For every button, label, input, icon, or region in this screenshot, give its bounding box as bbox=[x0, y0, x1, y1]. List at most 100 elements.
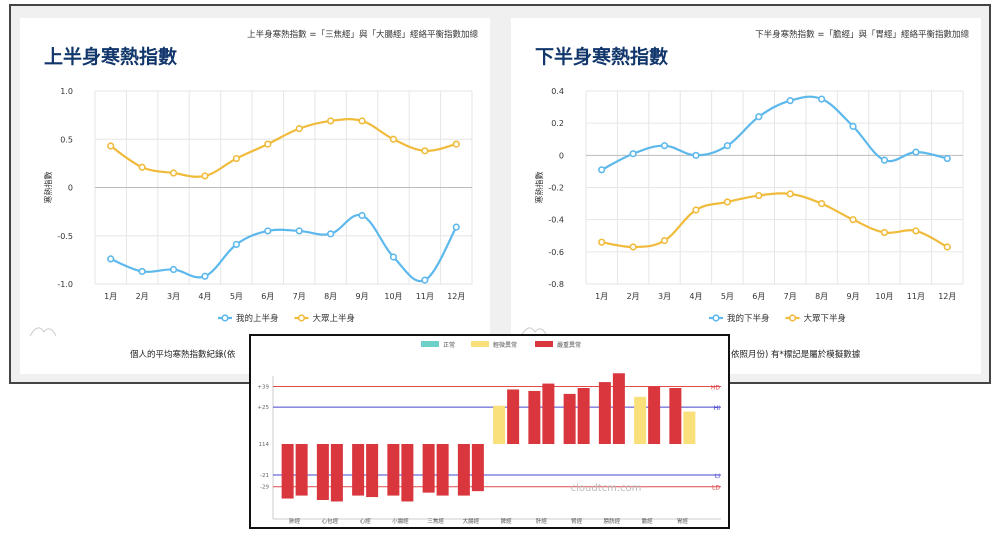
x-tick-label: 膀胱經 bbox=[604, 517, 621, 525]
data-point bbox=[629, 150, 637, 158]
legend-label: 大眾下半身 bbox=[804, 313, 847, 324]
y-tick-label: -0.4 bbox=[548, 216, 564, 225]
x-tick-label: 胃經 bbox=[677, 517, 689, 525]
data-point bbox=[818, 199, 826, 208]
data-point bbox=[943, 154, 951, 163]
x-tick-label: 3月 bbox=[658, 292, 671, 301]
legend-swatch bbox=[421, 341, 439, 347]
data-point bbox=[107, 255, 115, 263]
data-point bbox=[358, 117, 366, 125]
legend-label: 大眾上半身 bbox=[313, 313, 356, 324]
y-tick-label: 0 bbox=[68, 184, 73, 193]
data-point bbox=[107, 142, 115, 150]
bar-right bbox=[648, 386, 661, 444]
upper-chart-title: 上半身寒熱指數 bbox=[44, 46, 178, 68]
x-tick-label: 肺經 bbox=[289, 517, 301, 525]
data-point bbox=[880, 228, 889, 237]
bar-left bbox=[563, 393, 576, 444]
data-point bbox=[327, 230, 335, 238]
x-tick-label: 12月 bbox=[938, 292, 956, 301]
bar-left bbox=[669, 388, 682, 444]
x-tick-label: 6月 bbox=[752, 292, 765, 301]
upper-bottom-note: 個人的平均寒熱指數紀錄(依 bbox=[130, 350, 236, 360]
x-tick-label: 4月 bbox=[198, 292, 211, 301]
data-point bbox=[421, 147, 429, 155]
data-point bbox=[755, 113, 763, 121]
data-point bbox=[629, 243, 637, 251]
data-point bbox=[389, 253, 398, 261]
y-tick-label: 0 bbox=[559, 151, 564, 160]
data-point bbox=[452, 140, 460, 148]
data-point bbox=[660, 236, 669, 245]
x-tick-label: 8月 bbox=[324, 292, 337, 301]
y-tick-label: 1.0 bbox=[60, 87, 73, 96]
y-tick-label: +25 bbox=[257, 405, 269, 411]
x-tick-label: 膽經 bbox=[642, 517, 654, 525]
logo-wave-icon bbox=[29, 327, 57, 337]
y-tick-label: -0.5 bbox=[57, 232, 73, 241]
bar-left bbox=[457, 444, 470, 496]
y-tick-label: 0.5 bbox=[60, 135, 73, 144]
data-point bbox=[786, 190, 794, 198]
data-point bbox=[723, 198, 731, 206]
reference-line-label: HD bbox=[711, 385, 721, 392]
data-point bbox=[138, 267, 146, 276]
x-tick-label: 小腸經 bbox=[392, 517, 409, 525]
x-tick-label: 10月 bbox=[875, 292, 893, 301]
data-point bbox=[421, 276, 429, 284]
upper-formula-text: 上半身寒熱指數 =「三焦經」與「大腸經」經絡平衡指數加總 bbox=[247, 30, 478, 40]
legend-marker bbox=[221, 314, 229, 322]
watermark-text: cloudtcm.com bbox=[571, 483, 642, 494]
y-tick-label: -0.2 bbox=[548, 184, 564, 193]
data-point bbox=[327, 117, 335, 125]
y-tick-label: -21 bbox=[260, 473, 269, 479]
bar-left bbox=[316, 444, 329, 500]
x-tick-label: 7月 bbox=[784, 292, 797, 301]
bar-right bbox=[683, 411, 696, 444]
data-point bbox=[232, 240, 240, 249]
x-tick-label: 4月 bbox=[689, 292, 702, 301]
data-point bbox=[264, 227, 272, 235]
legend-swatch bbox=[535, 341, 553, 347]
lower-bottom-note: 依照月份) 有*標記是屬於模擬數據 bbox=[731, 350, 861, 360]
legend-marker bbox=[712, 314, 720, 322]
x-tick-label: 11月 bbox=[907, 292, 925, 301]
data-point bbox=[169, 265, 178, 274]
bar-right bbox=[542, 383, 555, 444]
meridian-bar-chart-popup: 正常 輕微異常 嚴重異常 HD HI LI LD +39 +25 114 -21 -29 肺經 心包經 心經… bbox=[249, 334, 730, 529]
legend-swatch bbox=[471, 341, 489, 347]
data-point bbox=[660, 142, 669, 150]
x-tick-label: 1月 bbox=[595, 292, 608, 301]
y-tick-label: -29 bbox=[260, 485, 269, 491]
x-tick-label: 心經 bbox=[360, 517, 372, 525]
reference-line-label: LD bbox=[712, 485, 720, 492]
data-point bbox=[295, 227, 303, 235]
logo-wave-icon bbox=[520, 327, 548, 337]
x-tick-label: 3月 bbox=[167, 292, 180, 301]
y-tick-label: -0.8 bbox=[548, 280, 564, 289]
x-tick-label: 9月 bbox=[846, 292, 859, 301]
y-tick-label: +39 bbox=[257, 385, 269, 391]
data-point bbox=[786, 97, 794, 105]
x-tick-label: 5月 bbox=[230, 292, 243, 301]
x-tick-label: 7月 bbox=[293, 292, 306, 301]
legend-label: 正常 bbox=[443, 341, 455, 349]
bar-left bbox=[352, 444, 365, 496]
x-tick-label: 腎經 bbox=[571, 517, 583, 525]
bar-right bbox=[295, 444, 308, 496]
x-tick-label: 三焦經 bbox=[427, 517, 444, 525]
data-point bbox=[849, 216, 857, 224]
legend-label: 嚴重異常 bbox=[557, 341, 581, 349]
data-point bbox=[169, 169, 178, 177]
data-point bbox=[598, 166, 606, 174]
bar-right bbox=[401, 444, 414, 502]
data-point bbox=[295, 125, 303, 133]
bar-left bbox=[528, 390, 541, 444]
bar-right bbox=[507, 389, 520, 444]
bar-right bbox=[471, 444, 484, 492]
x-tick-label: 大腸經 bbox=[463, 517, 480, 525]
y-tick-label: 0.2 bbox=[551, 119, 564, 128]
x-tick-label: 11月 bbox=[416, 292, 434, 301]
reference-line-label: HI bbox=[714, 405, 721, 412]
bar-right bbox=[366, 444, 379, 498]
